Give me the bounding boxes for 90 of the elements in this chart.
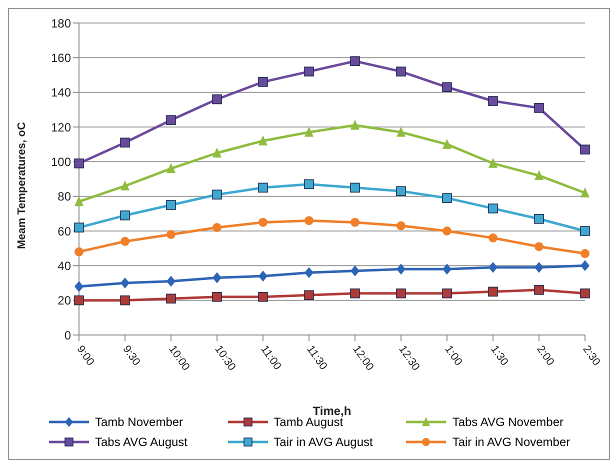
point	[74, 222, 84, 232]
y-tick-label: 180	[50, 16, 72, 30]
point	[350, 288, 360, 298]
y-tick-label: 100	[50, 154, 72, 169]
point	[212, 190, 222, 200]
point	[304, 126, 314, 137]
point	[396, 221, 406, 230]
y-tick-label: 20	[58, 294, 72, 308]
point	[304, 179, 314, 190]
y-tick-label: 40	[58, 258, 72, 273]
point	[442, 193, 452, 203]
point	[442, 138, 452, 149]
point	[304, 290, 314, 300]
point	[258, 135, 268, 146]
legend-label: Tair in AVG August	[274, 435, 373, 449]
point	[488, 262, 498, 273]
point	[396, 66, 406, 76]
x-axis-title: Time,h	[312, 404, 352, 418]
point	[74, 295, 84, 306]
point	[442, 264, 452, 275]
point	[120, 180, 130, 190]
point	[212, 223, 222, 232]
legend-label: Tair in AVG November	[452, 435, 570, 449]
point	[74, 196, 84, 206]
y-tick-label: 60	[58, 224, 72, 238]
point	[74, 247, 84, 256]
y-tick-label: 120	[50, 120, 72, 134]
point	[350, 265, 360, 276]
point	[304, 66, 314, 76]
point	[534, 103, 544, 113]
point	[120, 295, 130, 306]
point	[166, 115, 176, 125]
y-tick-label: 0	[64, 328, 72, 342]
point	[212, 94, 222, 104]
y-tick-label: 80	[58, 190, 72, 204]
point	[350, 182, 360, 193]
point	[580, 187, 590, 198]
legend-label: Tamb August	[274, 415, 344, 429]
point	[166, 200, 176, 210]
point	[304, 267, 314, 278]
point	[396, 264, 406, 275]
point	[580, 144, 590, 154]
legend-label: Tamb November	[95, 415, 184, 429]
legend-label: Tabs AVG November	[452, 415, 564, 429]
point	[488, 204, 498, 214]
point	[580, 288, 590, 298]
point	[120, 236, 130, 246]
point	[534, 214, 544, 224]
point	[580, 249, 590, 258]
point	[74, 158, 84, 168]
point	[166, 230, 176, 239]
point	[396, 186, 406, 196]
point	[120, 210, 130, 220]
point	[258, 218, 268, 227]
point	[166, 163, 176, 174]
y-tick-label: 160	[50, 50, 72, 65]
point	[350, 120, 360, 130]
point	[258, 182, 268, 193]
point	[580, 260, 590, 272]
point	[258, 292, 268, 302]
point	[534, 242, 544, 252]
point	[74, 280, 84, 292]
point	[212, 292, 222, 302]
point	[488, 96, 498, 106]
point	[304, 216, 314, 226]
point	[488, 158, 498, 168]
point	[120, 278, 130, 288]
point	[166, 276, 176, 287]
point	[580, 226, 590, 236]
point	[396, 126, 406, 137]
point	[442, 82, 452, 92]
legend-label: Tabs AVG August	[95, 435, 188, 449]
point	[350, 56, 360, 66]
y-tick-label: 140	[50, 86, 72, 100]
point	[120, 138, 130, 148]
y-axis-title: Meam Temperatures, oC	[16, 122, 28, 249]
point	[534, 170, 544, 180]
point	[442, 288, 452, 298]
point	[258, 270, 268, 282]
point	[488, 233, 498, 242]
point	[488, 286, 498, 297]
point	[212, 148, 222, 158]
point	[534, 262, 544, 273]
point	[396, 288, 406, 298]
point	[258, 77, 268, 87]
point	[442, 226, 452, 236]
point	[166, 294, 176, 304]
point	[534, 285, 544, 295]
point	[350, 218, 360, 227]
point	[212, 272, 222, 284]
